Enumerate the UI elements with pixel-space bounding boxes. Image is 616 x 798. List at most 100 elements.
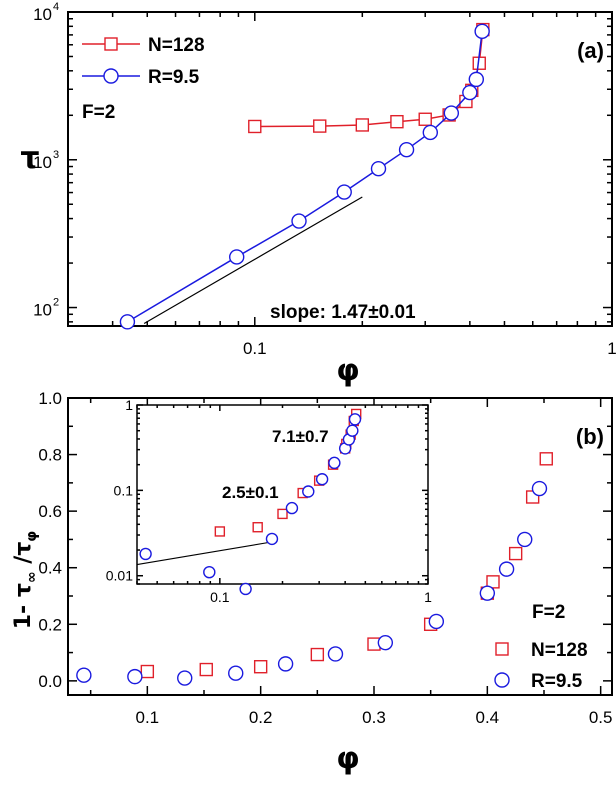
data-point-R=9.5: [479, 585, 496, 601]
plot-frame: [67, 11, 613, 327]
data-point-R=9.5: [291, 213, 307, 229]
data-point-R=9.5: [443, 105, 460, 121]
data-point-R=9.5: [336, 184, 352, 200]
inset-background: [137, 405, 428, 584]
inset-y-tick-label: 1: [125, 397, 133, 413]
legend-marker: [494, 672, 510, 688]
inset-data-point-N=128: [252, 522, 263, 533]
data-point-N=128: [539, 452, 553, 466]
data-point-R=9.5: [228, 665, 244, 681]
data-point-R=9.5: [498, 561, 515, 577]
inset-data-point-N=128: [277, 508, 288, 520]
y-axis-label-sub: ∞: [24, 571, 40, 583]
inset-slope-high: 7.1±0.7: [272, 427, 329, 446]
data-point-N=128: [313, 119, 327, 133]
inset-data-point-R=9.5: [328, 456, 341, 470]
y-tick-label-base: 10: [33, 5, 52, 24]
panel-b-inset: 0.1 1 0.01 0.1 1 7.1±0.7 2.5±0.1: [106, 397, 432, 605]
y-tick-label: 0.2: [38, 615, 62, 634]
y-tick-label: 0.8: [38, 446, 62, 465]
data-point-R=9.5: [531, 480, 548, 497]
data-point-R=9.5: [277, 656, 294, 672]
slope-annotation: slope: 1.47±0.01: [270, 302, 416, 323]
inset-y-tick-label: 0.1: [114, 482, 134, 498]
inset-data-point-R=9.5: [203, 565, 216, 579]
data-point-R=9.5: [76, 667, 92, 683]
y-axis-label-main: 1- τ: [11, 583, 36, 629]
data-point-N=128: [508, 546, 523, 561]
data-point-N=128: [248, 119, 262, 134]
inset-data-point-R=9.5: [239, 582, 252, 596]
inset-slope-low: 2.5±0.1: [222, 483, 279, 502]
x-tick-label: 0.1: [243, 339, 267, 358]
legend-label: R=9.5: [148, 67, 200, 88]
data-point-R=9.5: [462, 84, 478, 101]
y-tick-label-base: 10: [33, 301, 52, 320]
x-tick-label: 0.3: [362, 708, 386, 727]
annotation-f: F=2: [82, 102, 115, 123]
data-point-N=128: [140, 664, 155, 679]
fit-line: [143, 196, 363, 325]
inset-data-point-R=9.5: [139, 547, 152, 561]
data-point-N=128: [486, 575, 500, 589]
inset-fit-line: [136, 541, 274, 566]
data-point-R=9.5: [517, 531, 533, 548]
inset-x-tick-label: 1: [424, 589, 432, 605]
panel-label: (b): [576, 424, 604, 449]
x-axis-label: φ: [336, 741, 359, 776]
data-point-R=9.5: [177, 670, 193, 686]
annotation-f: F=2: [532, 602, 565, 623]
y-axis-label: τ: [20, 141, 39, 176]
x-tick-label: 0.2: [249, 708, 273, 727]
inset-data-point-R=9.5: [315, 473, 329, 486]
data-point-N=128: [355, 118, 370, 132]
x-tick-label: 0.4: [476, 708, 500, 727]
legend-marker: [103, 68, 119, 84]
data-point-N=128: [253, 660, 268, 674]
legend-label: R=9.5: [531, 671, 583, 692]
data-point-R=9.5: [327, 646, 344, 662]
data-point-R=9.5: [422, 124, 439, 141]
y-tick-label: 1.0: [38, 389, 62, 408]
data-point-N=128: [390, 114, 404, 129]
inset-data-point-R=9.5: [285, 501, 299, 515]
data-point-N=128: [199, 662, 213, 677]
inset-x-tick-label: 0.1: [210, 589, 230, 605]
inset-data-point-R=9.5: [346, 424, 359, 437]
y-tick-label: 0.0: [38, 672, 62, 691]
inset-y-tick-label: 0.01: [106, 568, 133, 584]
inset-data-point-R=9.5: [348, 413, 362, 426]
legend-marker: [104, 37, 118, 51]
y-tick-label: 0.4: [38, 559, 62, 578]
y-axis-label-sub: φ: [24, 531, 40, 542]
data-point-R=9.5: [370, 161, 387, 177]
x-tick-label: 0.1: [136, 708, 160, 727]
y-tick-label-exponent: 4: [53, 1, 59, 13]
inset-data-point-R=9.5: [265, 532, 279, 546]
data-point-R=9.5: [468, 71, 485, 88]
inset-data-point-R=9.5: [302, 485, 315, 498]
y-axis-label: 1- τ∞ /τφ: [11, 531, 40, 630]
y-tick-label-exponent: 3: [53, 149, 59, 161]
x-tick-label: 1: [607, 339, 616, 358]
panel-label: (a): [577, 38, 604, 63]
data-point-R=9.5: [398, 141, 415, 158]
panel-b: 0.1 0.2 0.3 0.4 0.50.00.20.40.60.81.0φ1- τ∞ …: [11, 389, 613, 776]
inset-data-point-N=128: [214, 526, 226, 537]
data-point-N=128: [418, 112, 432, 126]
x-tick-label: 0.5: [589, 708, 613, 727]
data-point-R=9.5: [428, 613, 445, 630]
data-point-R=9.5: [474, 23, 490, 40]
data-point-R=9.5: [119, 314, 136, 330]
x-axis-label: φ: [336, 353, 359, 388]
legend-label: N=128: [148, 35, 205, 56]
y-tick-label: 0.6: [38, 502, 62, 521]
data-point-R=9.5: [127, 668, 143, 685]
legend-marker: [495, 642, 509, 656]
y-tick-label-exponent: 2: [53, 297, 59, 309]
plot-frame: [67, 397, 613, 696]
legend-label: N=128: [531, 640, 588, 661]
data-point-R=9.5: [229, 249, 245, 265]
